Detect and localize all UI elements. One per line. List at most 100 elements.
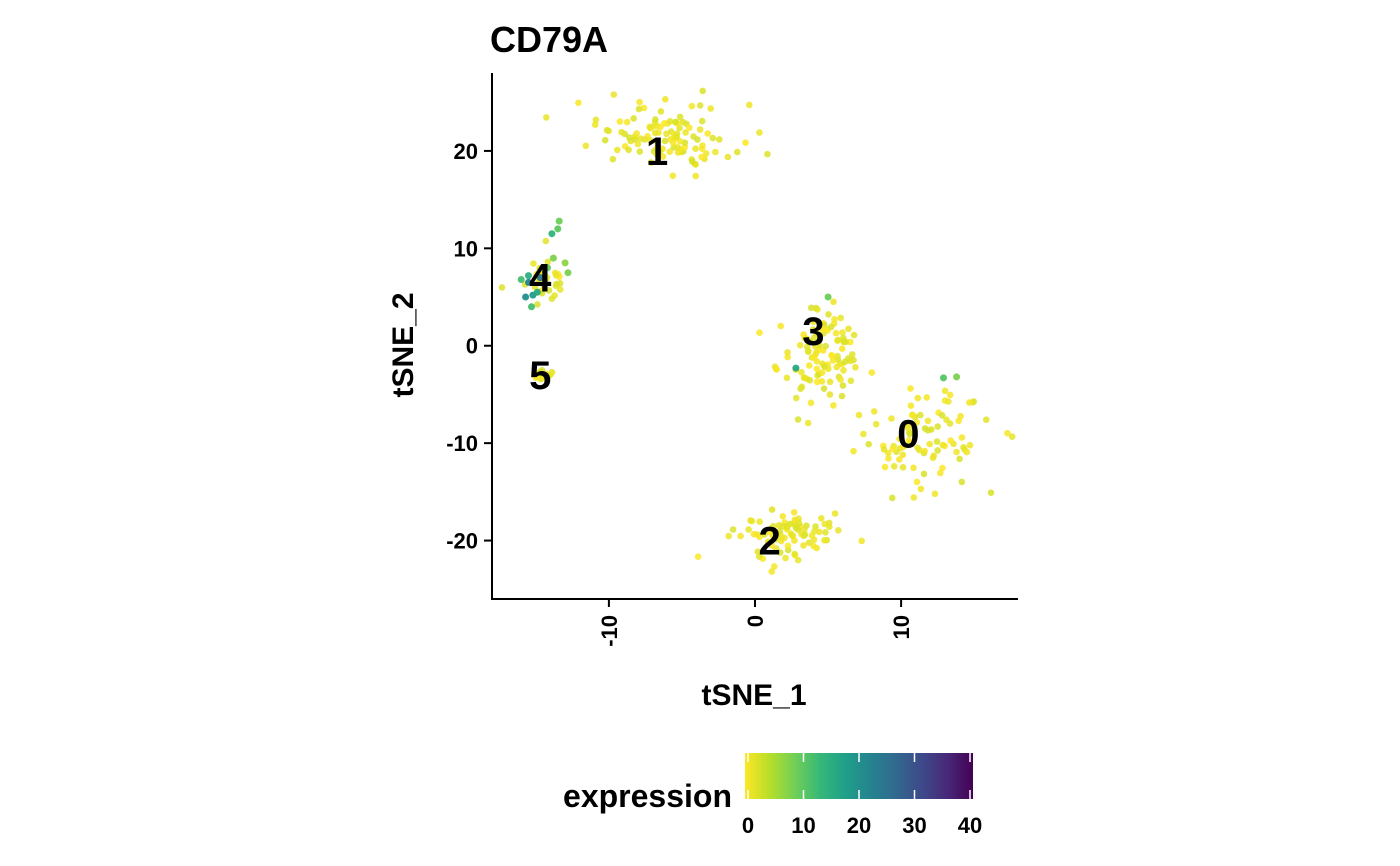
data-point (696, 102, 704, 109)
data-point (616, 118, 624, 125)
data-point (983, 416, 990, 424)
data-point (651, 129, 659, 137)
data-point (812, 343, 819, 350)
data-point (545, 287, 553, 294)
data-point (800, 542, 807, 549)
data-point (807, 304, 815, 312)
y-tick-label: 10 (454, 236, 478, 261)
data-point (679, 118, 687, 126)
data-point (592, 116, 600, 124)
data-point-high-expression (544, 264, 551, 272)
data-point (768, 568, 776, 575)
data-point (916, 446, 923, 454)
data-point (868, 369, 876, 376)
data-point (771, 563, 778, 570)
x-axis-ticks: -10 0 10 (597, 599, 914, 647)
data-point (796, 341, 804, 349)
data-point (885, 455, 892, 462)
data-point (905, 437, 912, 444)
data-point (699, 142, 706, 149)
data-point (536, 265, 544, 273)
data-point (828, 352, 836, 360)
data-point (552, 282, 560, 290)
data-point (909, 411, 916, 419)
data-point (910, 494, 918, 501)
data-point (783, 374, 791, 382)
data-point (907, 385, 914, 392)
data-point (652, 116, 659, 123)
data-point-high-expression (533, 288, 541, 296)
data-point (921, 425, 929, 432)
data-point (781, 534, 788, 542)
data-point (841, 358, 849, 366)
data-point (756, 129, 763, 136)
cluster-label: 1 (646, 130, 668, 174)
data-point (917, 485, 925, 493)
data-point (839, 382, 847, 389)
data-point (889, 445, 896, 453)
data-point (938, 412, 946, 419)
data-point (654, 143, 661, 151)
data-point (820, 385, 828, 393)
data-point (830, 298, 837, 306)
data-point (688, 102, 696, 110)
data-point (764, 538, 772, 545)
data-point (636, 98, 643, 106)
data-point (816, 528, 823, 536)
data-point (810, 318, 817, 326)
data-point (832, 329, 840, 337)
data-point (831, 510, 839, 517)
data-point (669, 139, 677, 146)
data-point (756, 518, 763, 525)
data-point (647, 137, 654, 144)
data-point (858, 537, 865, 545)
data-point (834, 336, 842, 344)
data-point (724, 153, 732, 161)
data-point (725, 532, 732, 540)
data-point (881, 463, 889, 471)
data-point (542, 237, 550, 245)
data-point (907, 402, 915, 410)
data-point-high-expression (953, 373, 961, 381)
data-point (831, 316, 838, 323)
data-point (666, 148, 674, 155)
data-point (917, 411, 924, 419)
data-point (630, 115, 637, 122)
data-point (692, 172, 699, 180)
data-point (845, 325, 852, 333)
data-point (802, 335, 810, 342)
data-point (835, 527, 842, 534)
data-point (750, 530, 758, 538)
colorbar-ticks: 0 10 20 30 40 (742, 753, 982, 838)
data-point (805, 539, 813, 546)
data-point (963, 448, 971, 456)
data-point (813, 378, 821, 386)
data-point (694, 553, 702, 560)
data-point-high-expression (522, 293, 530, 301)
data-point-high-expression (824, 293, 832, 301)
data-point (772, 545, 780, 552)
data-point (633, 130, 640, 137)
chart-title: CD79A (490, 19, 608, 60)
data-point (818, 378, 826, 385)
data-point (666, 118, 674, 125)
data-point (746, 101, 753, 109)
data-point (837, 314, 845, 322)
data-point (737, 532, 744, 540)
data-point (661, 120, 668, 127)
data-point (748, 517, 756, 525)
data-point (840, 338, 847, 346)
colorbar-tick-label: 30 (902, 813, 926, 838)
data-point (702, 150, 710, 157)
data-point (754, 548, 762, 555)
data-point (931, 490, 939, 498)
data-point (776, 549, 784, 556)
data-point (910, 464, 917, 472)
data-point (647, 159, 655, 166)
data-point (945, 398, 952, 405)
legend-title: expression (563, 778, 732, 814)
data-point (646, 123, 653, 131)
data-point (830, 402, 837, 409)
data-point (837, 376, 844, 383)
